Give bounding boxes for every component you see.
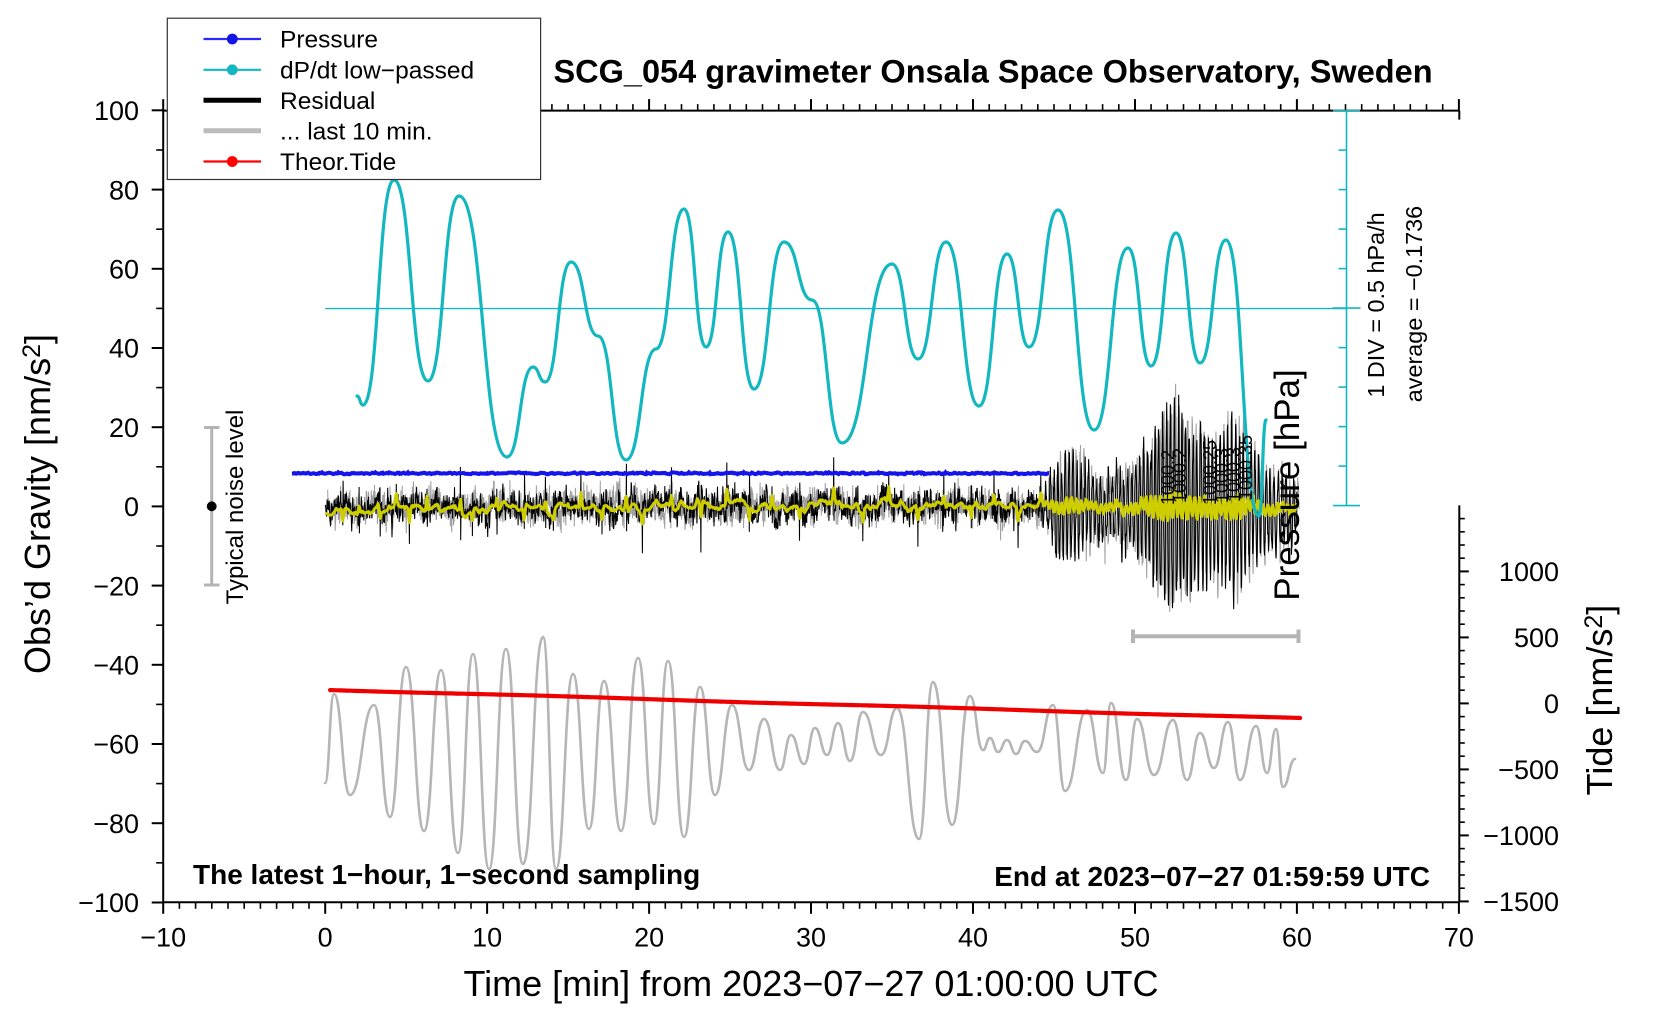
- svg-text:1000.35: 1000.35: [1236, 435, 1256, 500]
- svg-text:Pressure [hPa]: Pressure [hPa]: [1268, 369, 1307, 601]
- svg-text:30: 30: [796, 923, 826, 953]
- svg-text:Tide [nm/s2]: Tide [nm/s2]: [1579, 605, 1620, 796]
- svg-text:500: 500: [1514, 623, 1559, 653]
- svg-text:100: 100: [94, 96, 139, 126]
- svg-text:... last 10 min.: ... last 10 min.: [280, 119, 433, 146]
- svg-text:40: 40: [109, 334, 139, 364]
- svg-text:SCG_054 gravimeter Onsala Spac: SCG_054 gravimeter Onsala Space Observat…: [553, 54, 1432, 90]
- svg-text:−100: −100: [78, 888, 139, 918]
- svg-text:−60: −60: [93, 730, 139, 760]
- svg-text:−500: −500: [1498, 755, 1559, 785]
- svg-text:Obs’d Gravity [nm/s2]: Obs’d Gravity [nm/s2]: [17, 334, 58, 674]
- svg-text:20: 20: [634, 923, 664, 953]
- svg-text:0: 0: [1544, 689, 1559, 719]
- svg-text:0: 0: [318, 923, 333, 953]
- svg-text:average = −0.1736: average = −0.1736: [1401, 206, 1427, 402]
- svg-text:70: 70: [1444, 923, 1474, 953]
- svg-text:60: 60: [1282, 923, 1312, 953]
- svg-text:1000: 1000: [1499, 557, 1559, 587]
- svg-text:−40: −40: [93, 651, 139, 681]
- svg-text:Time [min] from 2023−07−27 01:: Time [min] from 2023−07−27 01:00:00 UTC: [463, 963, 1158, 1004]
- svg-text:50: 50: [1120, 923, 1150, 953]
- svg-text:Theor.Tide: Theor.Tide: [280, 149, 396, 176]
- svg-text:−1500: −1500: [1483, 887, 1559, 917]
- svg-text:10: 10: [472, 923, 502, 953]
- svg-text:0: 0: [124, 492, 139, 522]
- svg-text:−80: −80: [93, 809, 139, 839]
- svg-text:Pressure: Pressure: [280, 27, 378, 54]
- svg-text:1000.3: 1000.3: [1224, 447, 1244, 502]
- svg-text:Residual: Residual: [280, 88, 375, 115]
- svg-text:End at 2023−07−27 01:59:59 UTC: End at 2023−07−27 01:59:59 UTC: [994, 861, 1430, 892]
- svg-text:The latest 1−hour, 1−second sa: The latest 1−hour, 1−second sampling: [193, 859, 700, 890]
- svg-text:Typical noise level: Typical noise level: [222, 410, 249, 605]
- svg-text:1000.25: 1000.25: [1200, 440, 1220, 505]
- svg-text:1000.2: 1000.2: [1170, 448, 1190, 503]
- svg-text:−1000: −1000: [1483, 821, 1559, 851]
- svg-text:1000.3: 1000.3: [1212, 448, 1232, 503]
- svg-text:40: 40: [958, 923, 988, 953]
- svg-text:1 DIV = 0.5 hPa/h: 1 DIV = 0.5 hPa/h: [1363, 212, 1389, 397]
- svg-text:80: 80: [109, 175, 139, 205]
- svg-text:1000.2: 1000.2: [1158, 450, 1178, 505]
- svg-text:60: 60: [109, 255, 139, 285]
- svg-text:−20: −20: [93, 571, 139, 601]
- svg-text:20: 20: [109, 413, 139, 443]
- svg-text:dP/dt low−passed: dP/dt low−passed: [280, 58, 474, 85]
- svg-text:−10: −10: [140, 923, 186, 953]
